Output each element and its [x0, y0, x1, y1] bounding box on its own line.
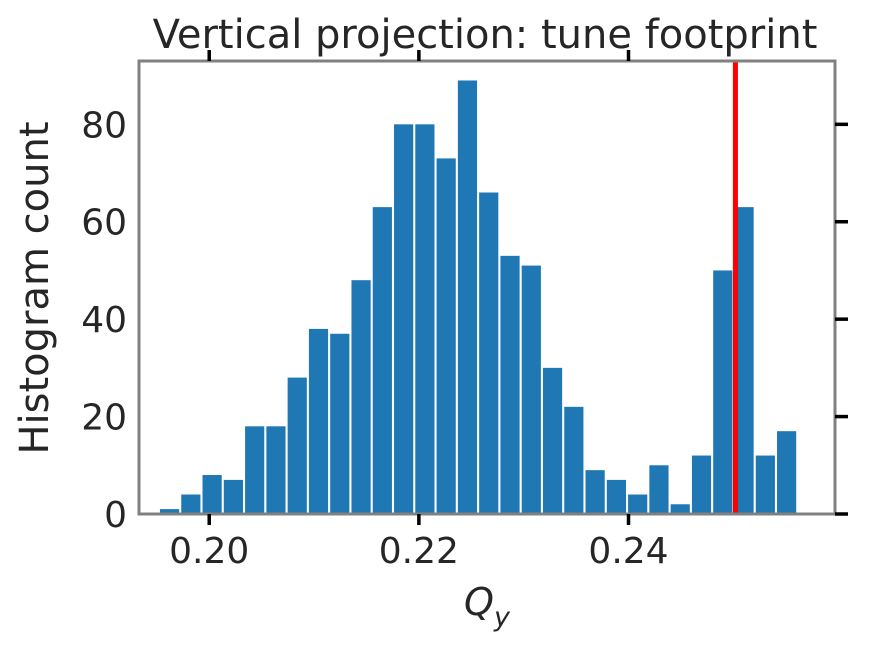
- y-axis-label: Histogram count: [12, 121, 58, 454]
- histogram-bar: [564, 406, 584, 514]
- x-tick-label: 0.20: [169, 531, 249, 572]
- histogram-bar: [479, 192, 499, 514]
- histogram-bar: [755, 455, 775, 514]
- y-tick-label: 20: [81, 398, 127, 439]
- histogram-bar: [394, 124, 414, 514]
- y-tick-label: 60: [81, 203, 127, 244]
- x-tick-label: 0.24: [588, 531, 668, 572]
- plot-frame: [137, 59, 837, 516]
- histogram-bar: [351, 280, 371, 514]
- x-axis-label-subscript: y: [493, 602, 511, 633]
- histogram-bar: [223, 479, 243, 514]
- histogram-bar: [500, 255, 520, 514]
- y-tick-label: 0: [104, 495, 127, 536]
- bars-group: [159, 80, 797, 515]
- histogram-bar: [585, 470, 605, 514]
- histogram-bar: [415, 124, 435, 514]
- histogram-bar: [649, 465, 669, 514]
- chart-title: Vertical projection: tune footprint: [153, 12, 818, 58]
- histogram-bar: [734, 207, 754, 514]
- histogram-bar: [542, 367, 563, 514]
- histogram-bar: [181, 494, 201, 514]
- y-axis-ticks: 0 20 40 60 80: [81, 105, 848, 536]
- histogram-bar: [521, 265, 541, 514]
- x-axis-label-main: Q: [464, 580, 494, 624]
- histogram-bar: [606, 479, 626, 514]
- histogram-bar: [670, 504, 690, 514]
- histogram-bar: [457, 80, 478, 514]
- histogram-bar: [628, 494, 648, 514]
- x-axis-ticks: 0.20 0.22 0.24: [169, 50, 669, 572]
- histogram-bar: [245, 426, 265, 514]
- y-tick-label: 40: [81, 300, 127, 341]
- histogram-bar: [777, 431, 797, 514]
- histogram-bar: [691, 455, 712, 514]
- histogram-bar: [287, 377, 307, 514]
- histogram-bar: [159, 509, 180, 514]
- histogram-bar: [330, 333, 350, 514]
- histogram-bar: [202, 475, 222, 514]
- histogram-bar: [713, 270, 733, 514]
- histogram-bar: [372, 207, 392, 514]
- histogram-bar: [308, 328, 329, 514]
- x-tick-label: 0.22: [379, 531, 459, 572]
- x-axis-label: Qy: [464, 580, 511, 633]
- y-tick-label: 80: [81, 105, 127, 146]
- histogram-bar: [266, 426, 286, 514]
- histogram-bar: [436, 158, 456, 515]
